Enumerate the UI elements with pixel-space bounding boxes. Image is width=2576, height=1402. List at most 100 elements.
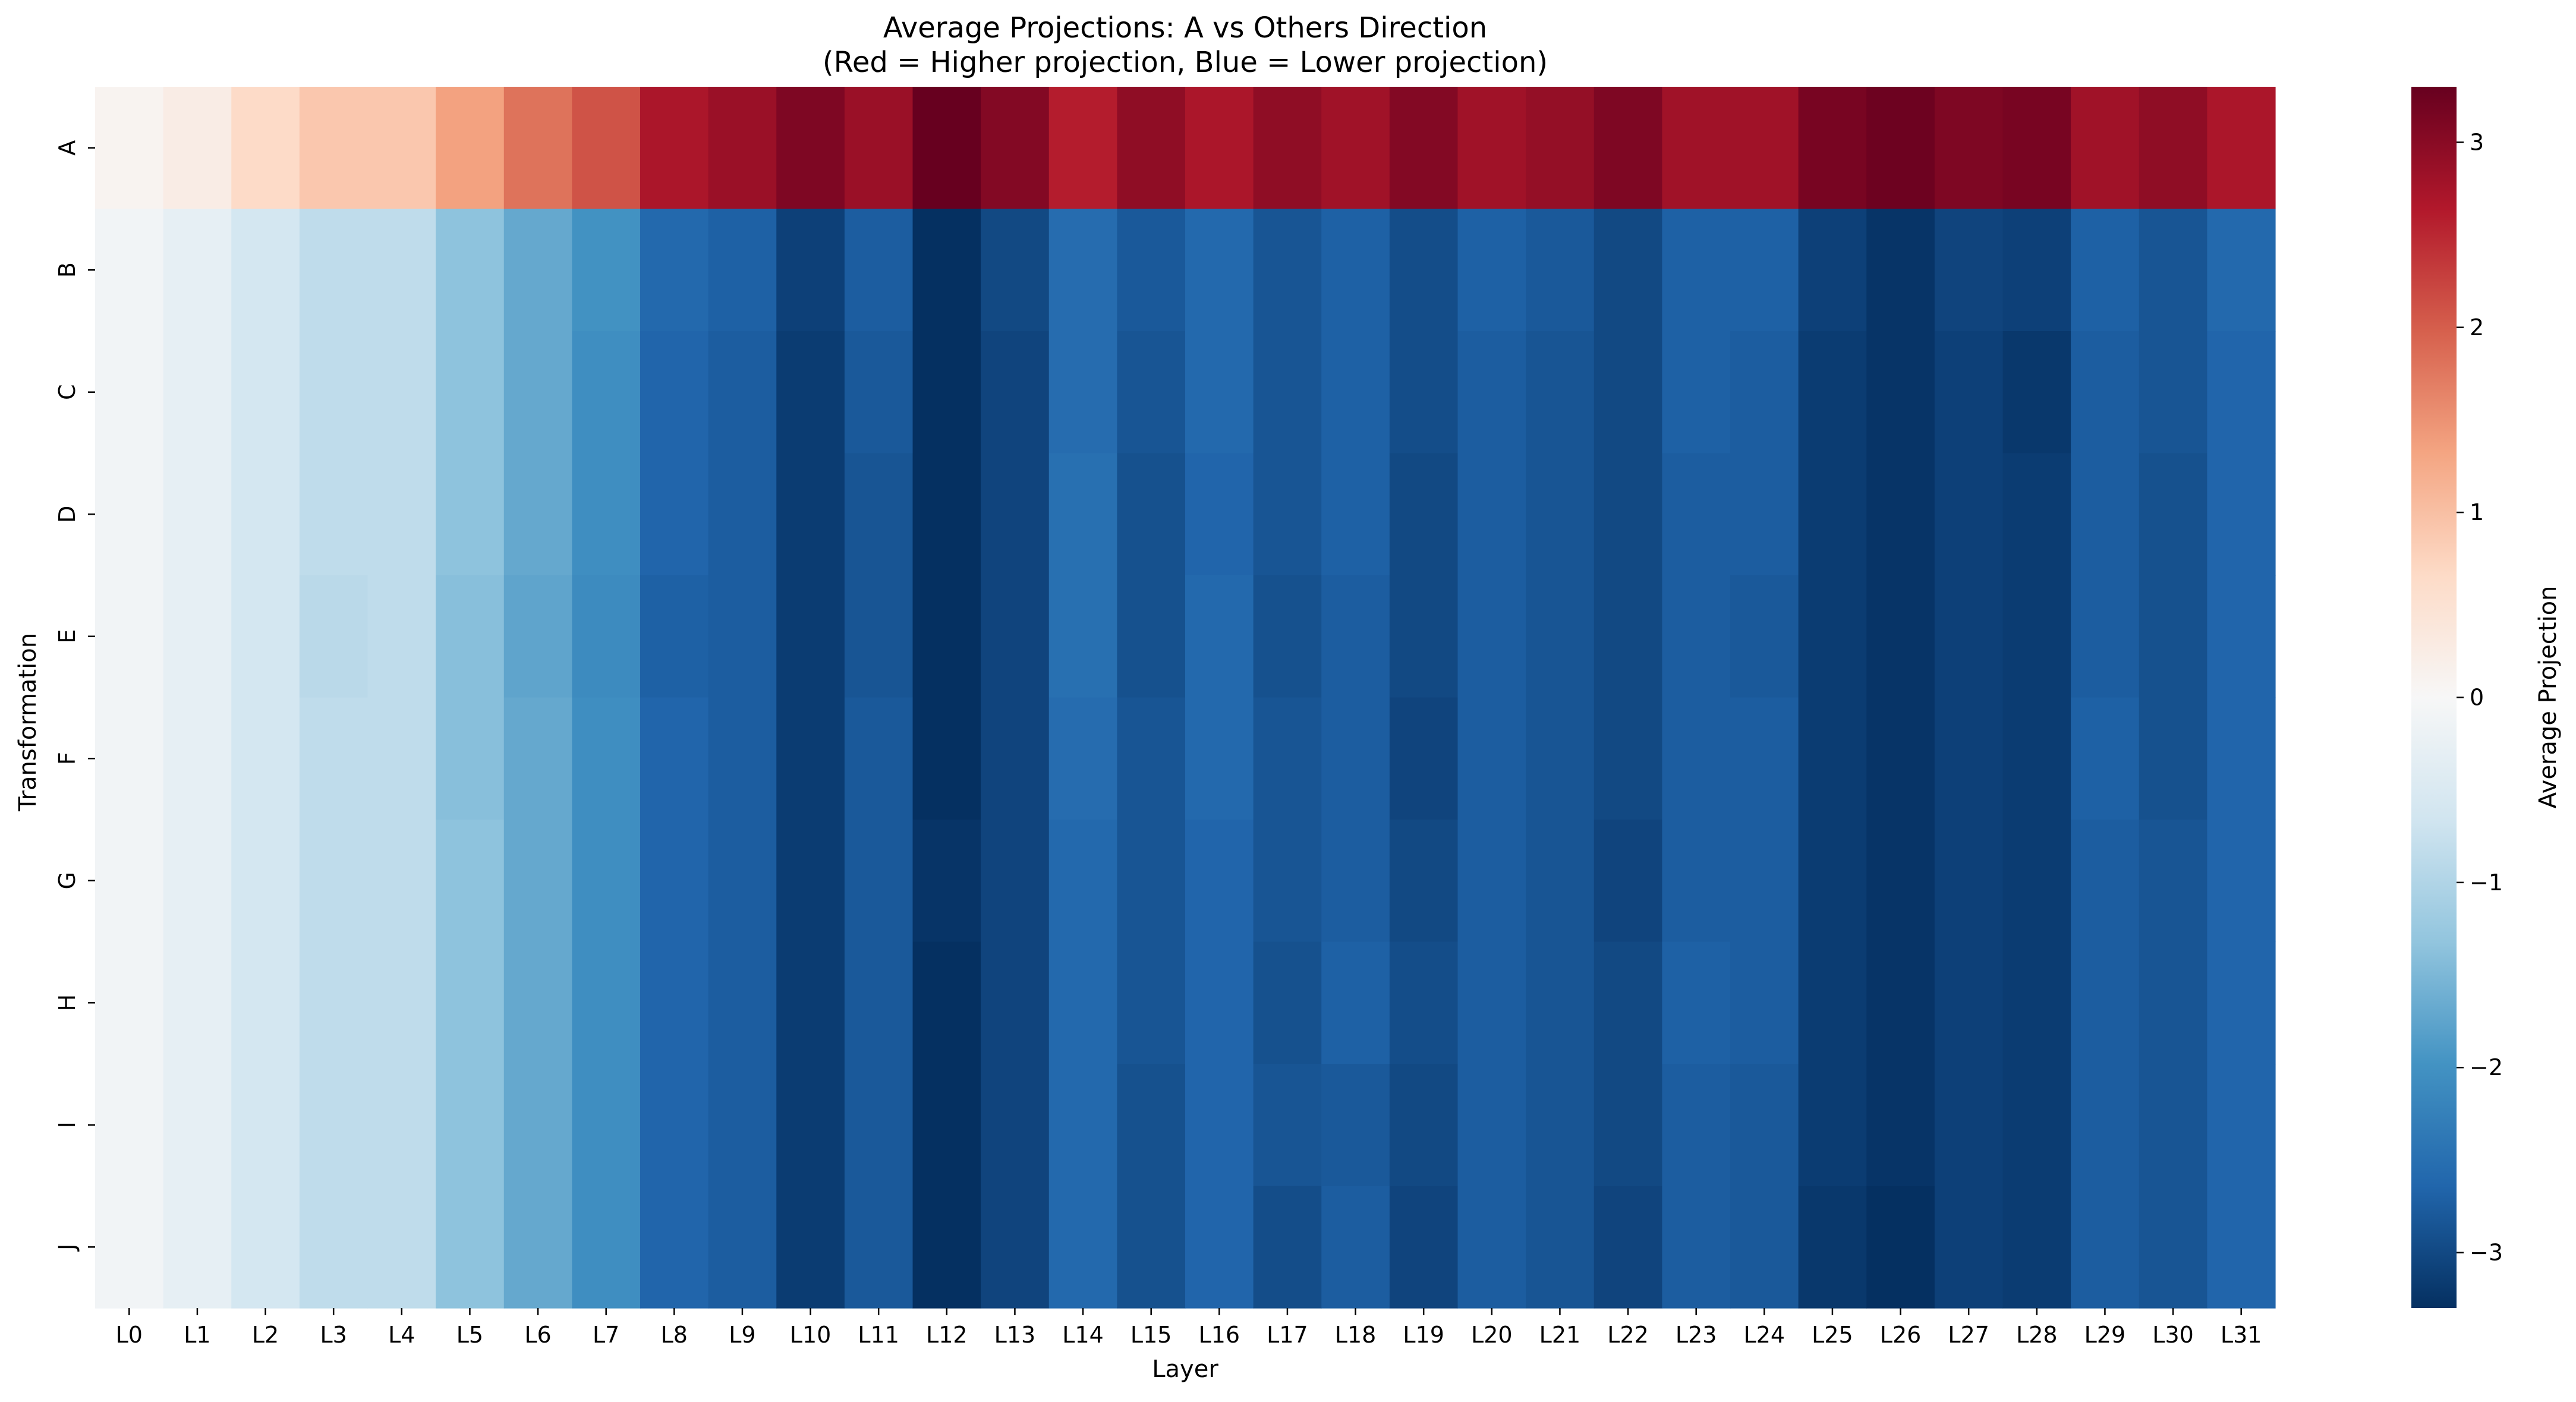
heatmap-cell-C-L27 <box>1934 331 2004 454</box>
heatmap-cell-C-L11 <box>844 331 914 454</box>
colorbar-tick-label: −2 <box>2470 1054 2503 1080</box>
heatmap-cell-A-L3 <box>299 87 369 210</box>
heatmap-cell-C-L21 <box>1526 331 1595 454</box>
heatmap-cell-J-L30 <box>2139 1186 2207 1309</box>
heatmap-cell-C-L29 <box>2071 331 2140 454</box>
heatmap-cell-A-L17 <box>1253 87 1322 210</box>
heatmap-cell-A-L29 <box>2071 87 2140 210</box>
heatmap-cell-D-L19 <box>1389 453 1459 576</box>
heatmap-cell-G-L6 <box>503 820 572 943</box>
x-axis-ticks: L0 L1 L2 L3 L4 L5 L6 L7 L8 L9 L10 L11 L12 L13 L14 L15 L1… <box>116 1308 2262 1348</box>
heatmap-cell-J-L11 <box>844 1186 914 1309</box>
heatmap-cell-H-L9 <box>708 941 777 1064</box>
heatmap-cell-C-L18 <box>1321 331 1390 454</box>
heatmap-cell-I-L19 <box>1389 1064 1459 1187</box>
heatmap-cell-B-L13 <box>981 209 1050 332</box>
heatmap-cell-E-L21 <box>1526 575 1595 698</box>
heatmap-cell-H-L5 <box>436 941 505 1064</box>
x-tick-label: L7 <box>593 1322 619 1348</box>
heatmap-cell-E-L22 <box>1594 575 1662 698</box>
heatmap-cell-J-L4 <box>367 1186 436 1309</box>
heatmap-cell-A-L12 <box>912 87 981 210</box>
heatmap-cell-I-L21 <box>1526 1064 1595 1187</box>
heatmap-cell-E-L23 <box>1662 575 1731 698</box>
heatmap-cell-H-L14 <box>1048 941 1117 1064</box>
heatmap-cell-D-L13 <box>981 453 1050 576</box>
heatmap-cell-J-L22 <box>1594 1186 1662 1309</box>
heatmap-cell-B-L27 <box>1934 209 2004 332</box>
heatmap-cell-C-L5 <box>436 331 505 454</box>
heatmap-cell-A-L19 <box>1389 87 1459 210</box>
heatmap-cell-I-L25 <box>1798 1064 1867 1187</box>
heatmap-cell-B-L25 <box>1798 209 1867 332</box>
heatmap-cell-E-L17 <box>1253 575 1322 698</box>
heatmap-cell-J-L0 <box>95 1186 164 1309</box>
heatmap-cell-C-L26 <box>1866 331 1935 454</box>
heatmap-cell-G-L16 <box>1185 820 1254 943</box>
heatmap-cell-H-L2 <box>231 941 300 1064</box>
heatmap-cell-H-L22 <box>1594 941 1662 1064</box>
x-tick-label: L19 <box>1403 1322 1444 1348</box>
heatmap-cell-E-L24 <box>1730 575 1799 698</box>
x-tick-label: L31 <box>2221 1322 2262 1348</box>
heatmap-cell-I-L3 <box>299 1064 369 1187</box>
heatmap-cell-A-L10 <box>776 87 845 210</box>
heatmap-cell-F-L14 <box>1048 697 1117 820</box>
x-tick-label: L8 <box>661 1322 688 1348</box>
heatmap-cell-B-L20 <box>1457 209 1526 332</box>
heatmap-cell-C-L31 <box>2207 331 2276 454</box>
heatmap-cell-G-L17 <box>1253 820 1322 943</box>
heatmap-cell-D-L16 <box>1185 453 1254 576</box>
heatmap-cell-E-L27 <box>1934 575 2004 698</box>
heatmap-cell-H-L3 <box>299 941 369 1064</box>
heatmap-cell-E-L6 <box>503 575 572 698</box>
heatmap-cell-C-L23 <box>1662 331 1731 454</box>
heatmap-cell-D-L17 <box>1253 453 1322 576</box>
heatmap-cell-G-L11 <box>844 820 914 943</box>
heatmap-cell-A-L4 <box>367 87 436 210</box>
heatmap-cell-C-L10 <box>776 331 845 454</box>
heatmap-cell-E-L26 <box>1866 575 1935 698</box>
heatmap-cell-G-L3 <box>299 820 369 943</box>
heatmap-cell-I-L7 <box>572 1064 641 1187</box>
colorbar-tick-label: 3 <box>2470 129 2484 155</box>
heatmap-cell-F-L10 <box>776 697 845 820</box>
heatmap-cell-F-L0 <box>95 697 164 820</box>
x-tick-label: L16 <box>1199 1322 1240 1348</box>
heatmap-cell-G-L21 <box>1526 820 1595 943</box>
heatmap-cell-B-L12 <box>912 209 981 332</box>
heatmap-cell-C-L8 <box>640 331 709 454</box>
heatmap-cell-I-L26 <box>1866 1064 1935 1187</box>
x-tick-label: L10 <box>790 1322 832 1348</box>
heatmap-cell-C-L14 <box>1048 331 1117 454</box>
heatmap-cell-C-L12 <box>912 331 981 454</box>
heatmap-cell-B-L14 <box>1048 209 1117 332</box>
x-tick-label: L13 <box>994 1322 1036 1348</box>
heatmap-cell-D-L24 <box>1730 453 1799 576</box>
heatmap-cell-A-L21 <box>1526 87 1595 210</box>
heatmap-cell-I-L6 <box>503 1064 572 1187</box>
heatmap-cell-D-L7 <box>572 453 641 576</box>
heatmap-cell-E-L29 <box>2071 575 2140 698</box>
heatmap-cell-F-L8 <box>640 697 709 820</box>
x-tick-label: L21 <box>1539 1322 1581 1348</box>
heatmap-cell-D-L27 <box>1934 453 2004 576</box>
heatmap-cell-H-L16 <box>1185 941 1254 1064</box>
heatmap-cell-J-L1 <box>163 1186 232 1309</box>
heatmap-cell-B-L2 <box>231 209 300 332</box>
heatmap-cell-C-L20 <box>1457 331 1526 454</box>
heatmap-cell-F-L1 <box>163 697 232 820</box>
heatmap-cell-I-L15 <box>1117 1064 1186 1187</box>
heatmap-cell-J-L25 <box>1798 1186 1867 1309</box>
heatmap-cell-J-L15 <box>1117 1186 1186 1309</box>
colorbar-ticks: 3 2 1 0 −1 −2 −3 <box>2457 129 2503 1266</box>
heatmap-cell-F-L3 <box>299 697 369 820</box>
heatmap-cell-B-L8 <box>640 209 709 332</box>
heatmap-cell-F-L19 <box>1389 697 1459 820</box>
heatmap-cell-G-L22 <box>1594 820 1662 943</box>
heatmap-cell-G-L15 <box>1117 820 1186 943</box>
x-tick-label: L2 <box>252 1322 279 1348</box>
heatmap-cell-G-L26 <box>1866 820 1935 943</box>
heatmap-cell-F-L4 <box>367 697 436 820</box>
heatmap-cell-E-L10 <box>776 575 845 698</box>
